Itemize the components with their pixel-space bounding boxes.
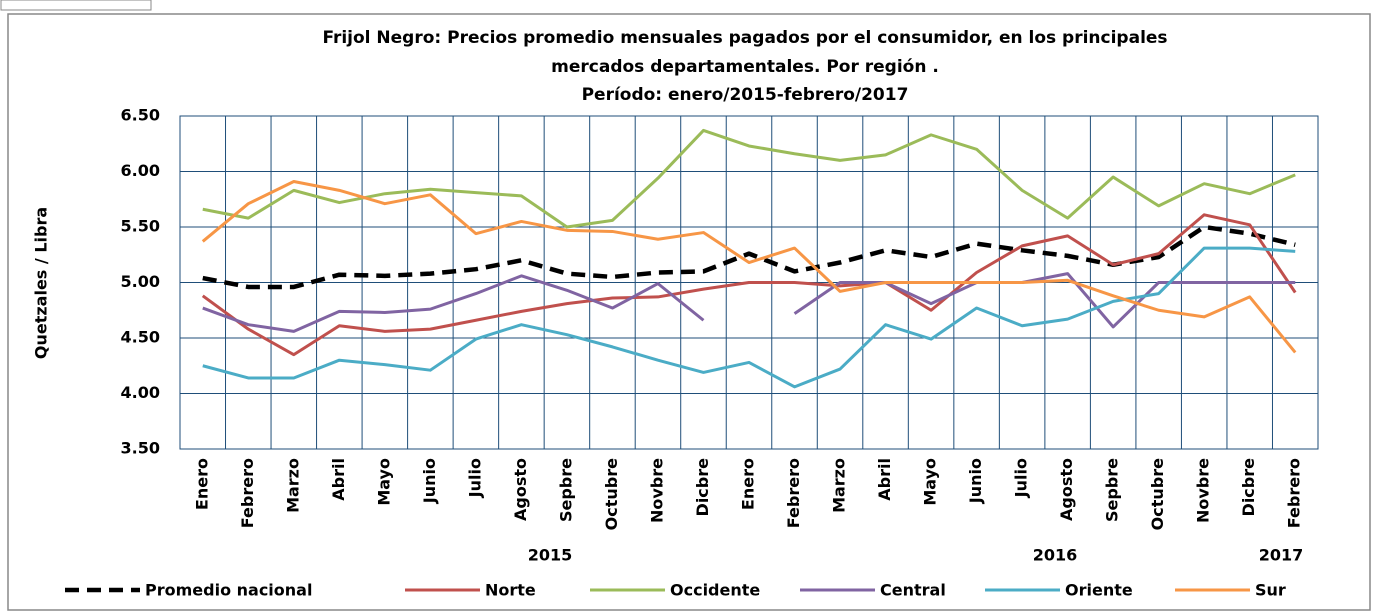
x-tick-label: Marzo	[830, 458, 849, 513]
legend-label: Promedio nacional	[145, 581, 312, 600]
tab	[0, 0, 152, 11]
chart-title: Período: enero/2015-febrero/2017	[582, 85, 909, 105]
legend-label: Occidente	[670, 581, 760, 600]
y-axis-label: Quetzales / Libra	[32, 207, 51, 359]
x-tick-label: Enero	[739, 458, 758, 510]
frame	[7, 13, 1371, 611]
y-tick-label: 5.00	[121, 272, 160, 291]
y-tick-label: 4.00	[121, 383, 160, 402]
x-tick-label: Novbre	[1194, 458, 1213, 523]
y-tick-label: 5.50	[121, 217, 160, 236]
legend-label: Sur	[1255, 581, 1286, 600]
x-tick-label: Febrero	[784, 458, 803, 528]
series-line	[202, 274, 705, 333]
y-tick-label: 3.50	[121, 439, 160, 458]
chart-title: mercados departamentales. Por región .	[551, 57, 939, 77]
series-line	[202, 128, 1296, 229]
plot-border	[179, 115, 1319, 450]
x-tick-label: Julio	[465, 458, 484, 498]
x-tick-label: Abril	[329, 458, 348, 501]
x-tick-label: Abril	[875, 458, 894, 501]
y-tick-label: 6.00	[121, 161, 160, 180]
x-tick-label: Octubre	[602, 458, 621, 530]
legend-label: Oriente	[1065, 581, 1133, 600]
x-tick-label: Enero	[192, 458, 211, 510]
x-tick-label: Novbre	[647, 458, 666, 523]
y-tick-label: 4.50	[121, 328, 160, 347]
x-tick-label: Julio	[1012, 458, 1031, 498]
x-tick-label: Dicbre	[1239, 458, 1258, 517]
legend-label: Norte	[485, 581, 536, 600]
series-line	[201, 213, 1297, 357]
x-tick-label: Junio	[420, 458, 439, 504]
y-tick-label: 6.50	[121, 106, 160, 125]
x-tick-label: Junio	[966, 458, 985, 504]
x-tick-label: Marzo	[283, 458, 302, 513]
x-group-label: 2017	[1259, 546, 1304, 565]
series-line	[201, 179, 1297, 354]
legend-label: Central	[880, 581, 946, 600]
x-tick-label: Agosto	[1057, 458, 1076, 521]
x-tick-label: Mayo	[921, 458, 940, 506]
x-tick-label: Febrero	[1285, 458, 1304, 528]
x-tick-label: Febrero	[238, 458, 257, 528]
x-tick-label: Sepbre	[556, 458, 575, 522]
x-tick-label: Octubre	[1148, 458, 1167, 530]
x-tick-label: Mayo	[374, 458, 393, 506]
series-line	[202, 246, 1296, 389]
x-group-label: 2015	[528, 546, 573, 565]
chart-title: Frijol Negro: Precios promedio mensuales…	[322, 28, 1167, 48]
x-tick-label: Dicbre	[693, 458, 712, 517]
x-tick-label: Agosto	[511, 458, 530, 521]
x-group-label: 2016	[1033, 546, 1078, 565]
x-tick-label: Sepbre	[1103, 458, 1122, 522]
